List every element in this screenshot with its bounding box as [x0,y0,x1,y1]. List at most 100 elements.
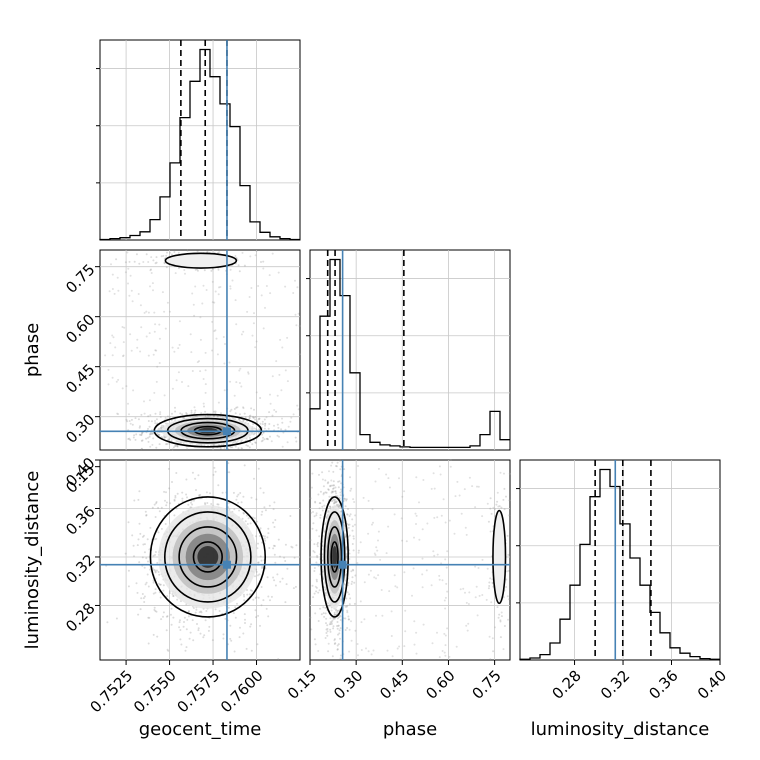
scatter-point [227,462,230,465]
scatter-point [391,655,394,658]
scatter-point [476,614,479,617]
scatter-point [313,543,316,546]
scatter-point [257,431,260,434]
scatter-point [197,474,200,477]
scatter-point [127,402,129,405]
scatter-point [162,589,165,592]
scatter-point [237,447,240,450]
scatter-point [351,525,354,528]
scatter-point [235,323,238,326]
scatter-point [238,382,241,384]
scatter-point [152,353,155,356]
y-tick-label: 0.36 [62,502,98,538]
scatter-point [263,418,266,421]
scatter-point [199,370,202,373]
scatter-point [133,260,136,263]
scatter-point [200,611,203,614]
scatter-point [259,527,262,530]
scatter-point [269,599,271,602]
scatter-point [328,495,331,498]
scatter-point [436,553,439,556]
scatter-point [316,554,319,557]
scatter-point [148,399,151,402]
y-tick-label: 0.45 [62,360,98,396]
scatter-point [149,526,152,529]
scatter-point [170,623,173,626]
scatter-point [327,650,330,653]
scatter-point [459,588,462,591]
scatter-point [249,441,252,444]
scatter-point [348,628,351,631]
scatter-point [503,625,506,627]
scatter-point [189,415,192,418]
contour-panel-2-1 [309,459,511,661]
scatter-point [255,340,258,343]
y-axis-label-luminosity-distance: luminosity_distance [22,471,43,650]
scatter-point [205,289,208,291]
scatter-point [181,413,184,416]
scatter-point [415,476,418,479]
scatter-point [211,349,214,352]
scatter-point [165,422,167,425]
scatter-point [247,372,250,375]
scatter-point [145,310,148,313]
scatter-point [234,445,237,448]
scatter-point [151,282,154,285]
scatter-point [196,268,199,271]
scatter-point [433,516,436,519]
scatter-point [313,592,316,595]
scatter-point [335,608,338,611]
scatter-point [211,639,214,642]
scatter-point [121,387,124,390]
scatter-point [349,513,352,516]
scatter-point [320,613,323,616]
scatter-point [253,427,256,430]
scatter-point [235,498,238,501]
scatter-point [191,503,194,506]
scatter-point [229,287,232,290]
scatter-point [176,492,179,495]
scatter-point [227,606,230,609]
scatter-point [204,351,207,354]
scatter-point [337,624,340,627]
scatter-point [211,268,214,271]
scatter-point [126,251,129,254]
scatter-point [478,594,481,597]
scatter-point [267,427,270,430]
scatter-point [335,501,338,504]
scatter-point [233,508,236,511]
histogram-step-line [519,468,720,660]
scatter-point [263,427,266,430]
scatter-point [279,338,282,341]
scatter-point [331,500,334,503]
scatter-point [176,598,179,601]
scatter-point [186,618,189,621]
scatter-point [317,493,320,496]
scatter-point [379,558,382,561]
scatter-point [163,436,166,439]
scatter-point [236,406,239,409]
x-axis-label-luminosity-distance: luminosity_distance [531,719,710,740]
scatter-point [158,433,161,436]
scatter-point [340,482,343,485]
scatter-point [160,618,163,621]
scatter-point [255,596,258,599]
scatter-point [261,439,264,442]
scatter-point [252,322,255,325]
scatter-point [446,590,449,593]
scatter-point [147,642,150,645]
scatter-point [167,467,170,470]
scatter-point [134,438,137,441]
scatter-point [323,504,326,507]
scatter-point [184,649,187,652]
scatter-point [377,467,380,470]
scatter-point [444,607,447,610]
scatter-point [350,570,353,573]
scatter-point [353,602,356,605]
scatter-point [335,500,338,503]
scatter-point [141,556,144,559]
scatter-point [263,537,266,540]
scatter-point [403,645,406,648]
scatter-point [413,620,416,623]
scatter-point [293,556,296,559]
